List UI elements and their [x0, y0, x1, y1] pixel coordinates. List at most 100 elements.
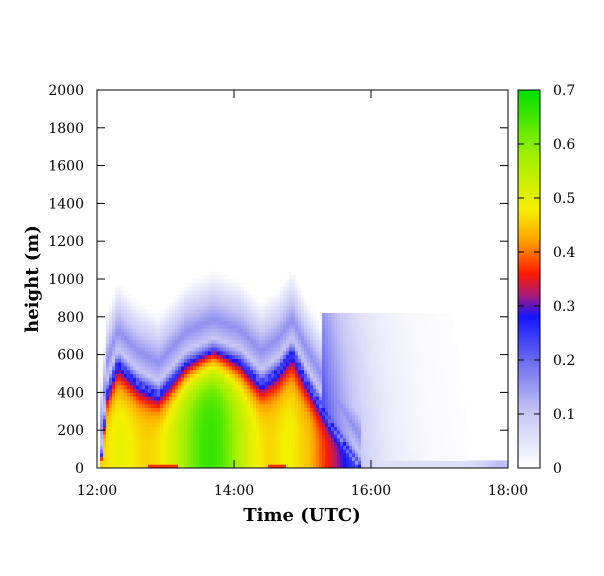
heatmap-cell	[310, 411, 314, 416]
heatmap-cell	[208, 437, 212, 443]
heatmap-cell	[151, 464, 155, 469]
heatmap-cell	[280, 324, 284, 329]
heatmap-cell	[217, 381, 221, 386]
heatmap-cell	[178, 433, 182, 439]
heatmap-cell	[316, 396, 320, 401]
heatmap-cell	[136, 305, 140, 310]
heatmap-cell	[256, 335, 260, 340]
heatmap-cell	[355, 456, 359, 461]
heatmap-cell	[295, 452, 299, 458]
heatmap-cell	[352, 411, 356, 416]
heatmap-cell	[223, 282, 227, 288]
heatmap-cell	[376, 392, 380, 397]
heatmap-cell	[175, 441, 179, 446]
heatmap-cell	[181, 316, 185, 322]
heatmap-cell	[412, 422, 416, 427]
heatmap-cell	[403, 399, 407, 405]
heatmap-cell	[127, 358, 131, 363]
heatmap-cell	[385, 445, 389, 450]
heatmap-cell	[424, 411, 428, 416]
heatmap-cell	[211, 407, 215, 412]
heatmap-cell	[328, 437, 332, 443]
heatmap-cell	[106, 388, 110, 393]
heatmap-cell	[253, 437, 257, 443]
heatmap-cell	[163, 343, 167, 348]
heatmap-cell	[217, 388, 221, 393]
heatmap-cell	[223, 358, 227, 363]
heatmap-cell	[193, 324, 197, 329]
heatmap-cell	[175, 358, 179, 363]
heatmap-cell	[154, 411, 158, 416]
heatmap-cell	[310, 369, 314, 374]
heatmap-cell	[304, 354, 308, 359]
heatmap-cell	[340, 362, 344, 367]
heatmap-cell	[286, 286, 290, 291]
heatmap-cell	[355, 354, 359, 359]
heatmap-cell	[193, 445, 197, 450]
heatmap-cell	[106, 369, 110, 374]
heatmap-cell	[172, 388, 176, 393]
heatmap-cell	[376, 339, 380, 344]
heatmap-cell	[310, 362, 314, 367]
heatmap-cell	[436, 418, 440, 424]
heatmap-cell	[148, 384, 152, 390]
heatmap-cell	[151, 350, 155, 356]
heatmap-cell	[121, 418, 125, 424]
heatmap-cell	[271, 445, 275, 450]
heatmap-cell	[289, 297, 293, 303]
heatmap-cell	[295, 282, 299, 288]
heatmap-cell	[346, 407, 350, 412]
heatmap-cell	[205, 422, 209, 427]
heatmap-cell	[142, 354, 146, 359]
heatmap-cell	[148, 343, 152, 348]
heatmap-cell	[229, 388, 233, 393]
heatmap-cell	[316, 407, 320, 412]
heatmap-cell	[376, 328, 380, 333]
heatmap-cell	[322, 347, 326, 352]
heatmap-cell	[109, 350, 113, 356]
heatmap-cell	[427, 399, 431, 405]
heatmap-cell	[421, 441, 425, 446]
heatmap-cell	[160, 358, 164, 363]
heatmap-cell	[295, 403, 299, 409]
heatmap-cell	[325, 403, 329, 409]
heatmap-cell	[358, 411, 362, 416]
heatmap-cell	[139, 305, 143, 310]
heatmap-cell	[139, 343, 143, 348]
heatmap-cell	[352, 331, 356, 337]
heatmap-cell	[427, 418, 431, 424]
heatmap-cell	[259, 403, 263, 409]
heatmap-cell	[358, 381, 362, 386]
heatmap-cell	[403, 369, 407, 374]
heatmap-cell	[229, 362, 233, 367]
heatmap-cell	[328, 418, 332, 424]
heatmap-cell	[220, 433, 224, 439]
heatmap-cell	[196, 350, 200, 356]
heatmap-cell	[265, 377, 269, 382]
heatmap-cell	[400, 452, 404, 458]
heatmap-cell	[238, 343, 242, 348]
heatmap-cell	[133, 452, 137, 458]
heatmap-cell	[142, 328, 146, 333]
heatmap-cell	[319, 354, 323, 359]
heatmap-cell	[106, 320, 110, 325]
heatmap-cell	[166, 437, 170, 443]
heatmap-cell	[163, 384, 167, 390]
heatmap-cell	[124, 358, 128, 363]
heatmap-cell	[127, 328, 131, 333]
heatmap-cell	[235, 358, 239, 363]
heatmap-cell	[352, 422, 356, 427]
heatmap-cell	[133, 365, 137, 371]
heatmap-cell	[229, 279, 233, 284]
heatmap-cell	[226, 328, 230, 333]
heatmap-cell	[259, 343, 263, 348]
heatmap-cell	[166, 313, 170, 318]
heatmap-cell	[382, 350, 386, 356]
heatmap-cell	[397, 441, 401, 446]
heatmap-cell	[268, 331, 272, 337]
heatmap-cell	[310, 339, 314, 344]
heatmap-cell	[289, 403, 293, 409]
heatmap-cell	[247, 460, 251, 465]
heatmap-cell	[271, 407, 275, 412]
heatmap-cell	[358, 407, 362, 412]
